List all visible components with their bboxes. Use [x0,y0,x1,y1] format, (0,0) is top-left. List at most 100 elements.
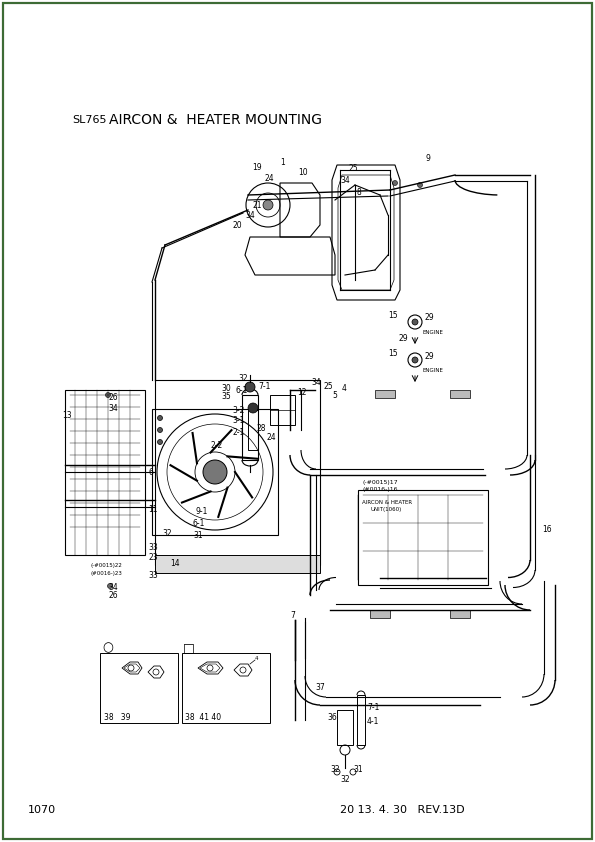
Bar [357,695,365,745]
Text: 8: 8 [356,188,361,196]
Bar [450,390,470,398]
Bar [155,380,320,565]
Text: 9: 9 [425,153,430,163]
Circle shape [393,180,397,185]
Text: SL765: SL765 [72,115,107,125]
Bar [65,390,145,555]
Text: 34: 34 [245,210,255,220]
Text: 14: 14 [170,559,180,568]
Text: 6-1: 6-1 [192,520,204,529]
Text: 38   39: 38 39 [104,713,130,722]
Text: 29: 29 [424,351,434,360]
Text: 4-1: 4-1 [367,717,380,727]
Text: 31: 31 [193,531,203,541]
Text: 34: 34 [108,583,118,591]
Text: □: □ [183,642,195,654]
Text: 32: 32 [340,775,350,785]
Text: 12: 12 [297,387,306,397]
Text: 33: 33 [148,571,158,579]
Bar [270,395,295,425]
Text: 23: 23 [148,552,158,562]
Text: AIRCON &  HEATER MOUNTING: AIRCON & HEATER MOUNTING [108,113,321,127]
Text: 16: 16 [542,525,552,535]
Text: 32: 32 [238,374,248,382]
Text: 32: 32 [162,530,171,539]
Circle shape [158,440,162,445]
Text: 2-2: 2-2 [210,440,223,450]
Text: ENGINE: ENGINE [422,367,443,372]
Bar [248,410,258,450]
Text: 20: 20 [232,221,242,230]
Text: 2-1: 2-1 [232,428,245,436]
Text: 25: 25 [348,163,358,173]
Text: 35: 35 [221,392,231,401]
Text: ENGINE: ENGINE [422,329,443,334]
Circle shape [203,460,227,484]
Text: 31: 31 [353,765,362,775]
Text: 28: 28 [256,424,265,433]
Text: 13: 13 [62,411,71,419]
Circle shape [245,382,255,392]
Text: ○: ○ [102,642,113,654]
Text: 9-1: 9-1 [195,508,208,516]
Text: 36: 36 [327,713,337,722]
Circle shape [263,200,273,210]
Text: 6-1: 6-1 [235,386,248,395]
Text: UNIT(1060): UNIT(1060) [370,508,401,513]
Text: 15: 15 [388,311,397,319]
Text: 24: 24 [266,433,275,441]
Text: 24: 24 [264,173,274,183]
Bar [375,390,395,398]
Text: 34: 34 [108,403,118,413]
Text: 32: 32 [330,765,340,775]
Text: 3-2: 3-2 [232,406,245,414]
Text: 29: 29 [424,313,434,322]
Circle shape [412,357,418,363]
Text: 38  41 40: 38 41 40 [185,713,221,722]
Text: (#0016-)16: (#0016-)16 [362,487,397,492]
Text: 25: 25 [323,381,333,391]
Circle shape [248,403,258,413]
Bar [450,610,470,618]
Circle shape [105,392,111,397]
Text: 4: 4 [255,656,258,660]
Text: 29: 29 [398,333,408,343]
Bar [182,653,270,723]
Text: 19: 19 [252,163,262,172]
Text: 26: 26 [108,392,118,402]
Circle shape [412,319,418,325]
Text: (#0016-)23: (#0016-)23 [90,571,122,575]
Text: 3-1: 3-1 [232,415,245,424]
Text: 11: 11 [148,505,158,514]
Text: 1: 1 [280,157,285,167]
Text: (-#0015)22: (-#0015)22 [90,562,122,568]
Text: 30: 30 [221,383,231,392]
Text: 20 13. 4. 30   REV.13D: 20 13. 4. 30 REV.13D [340,805,465,815]
Text: 7-1: 7-1 [367,704,380,712]
Text: 10: 10 [298,168,308,177]
Bar [370,610,390,618]
Bar [100,653,178,723]
Text: 5: 5 [332,391,337,399]
Bar [358,490,488,585]
Bar [152,409,278,535]
Bar [337,710,353,745]
Circle shape [418,183,422,188]
Text: 33: 33 [148,543,158,552]
Text: 6: 6 [148,467,153,477]
Text: 37: 37 [315,684,325,692]
Text: AIRCON & HEATER: AIRCON & HEATER [362,499,412,504]
Text: 4: 4 [342,383,347,392]
Circle shape [108,584,112,589]
Text: 26: 26 [108,591,118,600]
Text: 34: 34 [340,175,350,184]
Bar [155,555,320,573]
Text: 7-1: 7-1 [258,381,270,391]
Circle shape [158,415,162,420]
Text: 34: 34 [311,377,321,386]
Bar [242,395,258,460]
Text: 1070: 1070 [28,805,56,815]
Text: 15: 15 [388,349,397,358]
Text: 21: 21 [252,200,261,210]
Text: (-#0015)17: (-#0015)17 [362,479,397,484]
